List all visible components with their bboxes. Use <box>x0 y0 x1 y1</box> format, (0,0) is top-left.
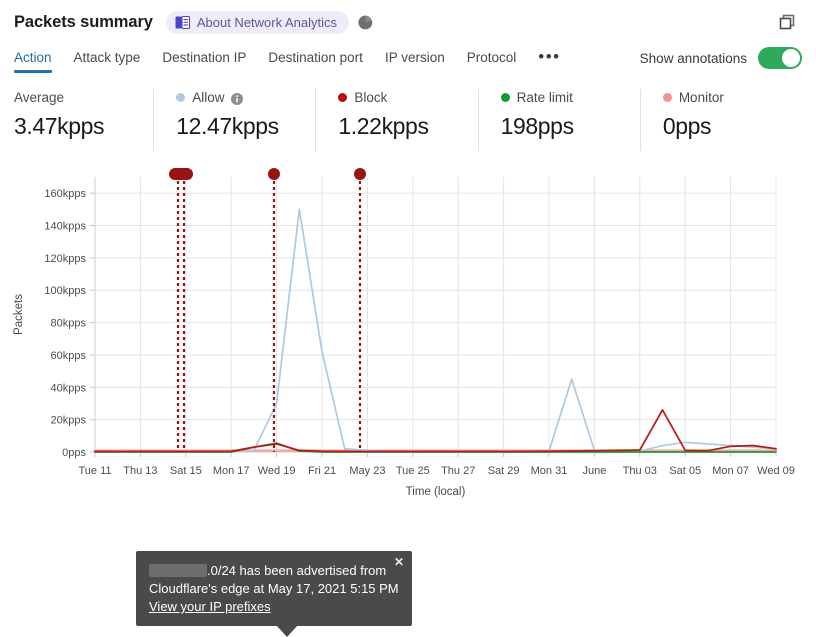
y-tick-label: 120kpps <box>44 253 86 265</box>
y-tick-label: 80kpps <box>51 318 87 330</box>
stat-allow-value: 12.47kpps <box>176 113 279 139</box>
tab-destination-ip[interactable]: Destination IP <box>162 49 247 65</box>
x-tick-label: Sat 05 <box>669 465 701 477</box>
tooltip-close-icon[interactable]: ✕ <box>393 555 404 569</box>
tab-protocol[interactable]: Protocol <box>466 49 517 65</box>
x-tick-label: Wed 09 <box>757 465 795 477</box>
tab-ip-version[interactable]: IP version <box>384 49 445 65</box>
tab-bar: Action Attack type Destination IP Destin… <box>0 45 816 77</box>
y-tick-label: 140kpps <box>44 221 86 233</box>
series-line-allow <box>94 208 777 453</box>
pie-spinner-icon <box>358 15 373 30</box>
stat-rate-limit-value: 198pps <box>500 113 574 139</box>
info-icon[interactable] <box>231 92 244 105</box>
stat-block-head: Block <box>338 89 477 106</box>
copy-icon[interactable] <box>776 11 798 33</box>
x-tick-label: May 23 <box>349 465 385 477</box>
about-pill-label: About Network Analytics <box>196 14 338 30</box>
tooltip-line-2: Cloudflare's edge at May 17, 2021 5:15 P… <box>149 581 399 596</box>
stat-allow-label: Allow <box>192 90 225 105</box>
about-network-analytics-button[interactable]: About Network Analytics <box>165 10 350 34</box>
view-ip-prefixes-link[interactable]: View your IP prefixes <box>149 599 271 614</box>
stat-monitor-label: Monitor <box>678 90 724 105</box>
series-line-block <box>94 409 777 453</box>
tooltip-arrow <box>276 625 298 637</box>
stat-average-label: Average <box>14 90 65 105</box>
stat-average: Average 3.47kpps <box>14 89 153 151</box>
y-tick-label: 160kpps <box>44 188 86 200</box>
x-tick-label: Mon 07 <box>712 465 749 477</box>
x-tick-label: June <box>582 465 606 477</box>
page-header: Packets summary About Network Analytics <box>0 0 816 34</box>
annotation-marker <box>354 168 366 180</box>
tab-attack-type[interactable]: Attack type <box>73 49 141 65</box>
summary-stats: Average 3.47kpps Allow 12.47kpps Block 1… <box>0 89 816 151</box>
stat-monitor-value: 0pps <box>662 113 712 139</box>
tooltip-line-1: .0/24 has been advertised from <box>149 562 399 580</box>
allow-legend-dot <box>176 93 186 102</box>
stat-allow-head: Allow <box>176 89 315 106</box>
stat-allow: Allow 12.47kpps <box>153 89 315 151</box>
y-tick-label: 100kpps <box>44 285 86 297</box>
book-icon <box>175 15 190 29</box>
y-tick-label: 60kpps <box>51 350 87 362</box>
show-annotations-label: Show annotations <box>639 50 747 66</box>
chart-canvas: 0pps 20kpps 40kpps 60kpps 80kpps 100kpps 120kp… <box>13 168 795 498</box>
stat-average-head: Average <box>14 89 153 106</box>
tab-action[interactable]: Action <box>14 50 52 73</box>
show-annotations-control: Show annotations <box>640 47 802 75</box>
x-tick-label: Mon 17 <box>213 465 250 477</box>
x-tick-label: Tue 11 <box>78 465 111 477</box>
rate-limit-legend-dot <box>500 93 510 102</box>
x-tick-label: Fri 21 <box>308 465 336 477</box>
x-tick-label: Wed 19 <box>258 465 296 477</box>
y-axis-title: Packets <box>13 294 25 335</box>
x-tick-label: Sat 15 <box>170 465 202 477</box>
stat-block-value: 1.22kpps <box>338 113 429 139</box>
stat-rate-limit-label: Rate limit <box>516 90 573 105</box>
block-legend-dot <box>338 93 348 102</box>
annotation-tooltip[interactable]: ✕ .0/24 has been advertised from Cloudfl… <box>136 551 412 637</box>
stat-rate-limit: Rate limit 198pps <box>477 89 640 151</box>
redacted-ip <box>149 564 207 577</box>
stat-monitor-head: Monitor <box>662 89 802 106</box>
x-tick-label: Mon 31 <box>531 465 568 477</box>
x-tick-label: Sat 29 <box>488 465 520 477</box>
stat-block-label: Block <box>354 90 388 105</box>
y-tick-label: 0pps <box>62 447 86 459</box>
x-axis-title: Time (local) <box>406 486 466 498</box>
x-tick-label: Thu 03 <box>623 465 657 477</box>
annotation-marker <box>169 168 193 180</box>
x-tick-label: Thu 27 <box>441 465 475 477</box>
tab-overflow-menu-icon[interactable]: ••• <box>538 46 561 66</box>
toggle-knob <box>782 49 800 67</box>
stat-block: Block 1.22kpps <box>315 89 477 151</box>
monitor-legend-dot <box>662 93 672 102</box>
tab-destination-port[interactable]: Destination port <box>268 49 363 65</box>
annotation-marker <box>268 168 280 180</box>
x-tick-label: Thu 13 <box>123 465 157 477</box>
y-tick-label: 40kpps <box>51 382 87 394</box>
stat-rate-limit-head: Rate limit <box>500 89 640 106</box>
stat-monitor: Monitor 0pps <box>639 89 802 151</box>
packets-chart[interactable]: 0pps 20kpps 40kpps 60kpps 80kpps 100kpps 120kp… <box>0 159 816 637</box>
y-tick-label: 20kpps <box>51 415 87 427</box>
page-title: Packets summary <box>14 12 153 31</box>
x-tick-label: Tue 25 <box>396 465 430 477</box>
tooltip-line-1-text: .0/24 has been advertised from <box>207 563 387 578</box>
show-annotations-toggle[interactable] <box>758 47 802 69</box>
stat-average-value: 3.47kpps <box>14 113 105 139</box>
